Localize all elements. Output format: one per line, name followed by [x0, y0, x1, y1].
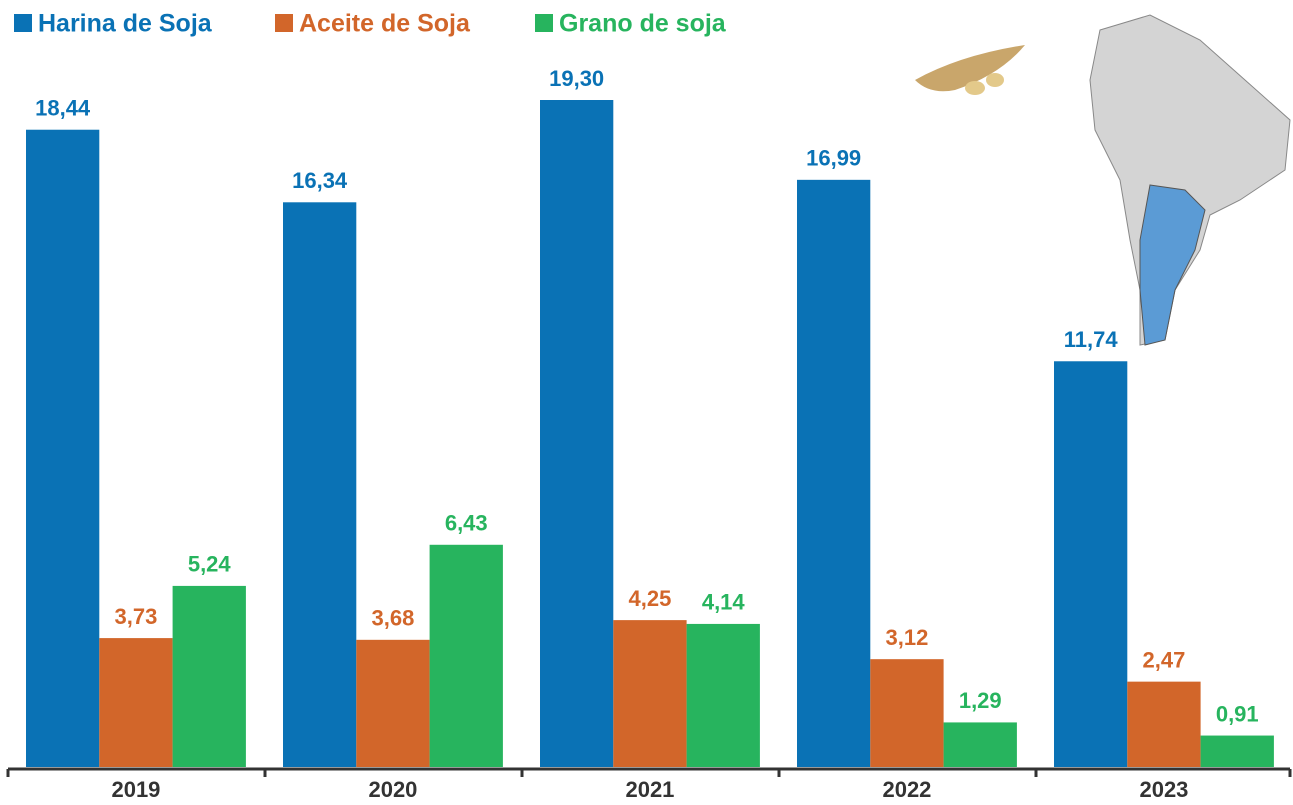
bar [943, 722, 1017, 767]
value-label: 19,30 [549, 66, 604, 91]
value-label: 5,24 [188, 552, 232, 577]
legend-label: Grano de soja [559, 10, 727, 38]
bar [797, 179, 871, 767]
bar [1200, 735, 1274, 767]
value-label: 3,12 [886, 625, 929, 650]
bar [26, 129, 100, 767]
x-tick-label: 2021 [625, 777, 674, 802]
x-tick-label: 2023 [1139, 777, 1188, 802]
bar [429, 544, 503, 767]
bar [686, 623, 760, 767]
bar [613, 620, 687, 767]
legend-label: Harina de Soja [38, 10, 213, 38]
value-label: 2,47 [1143, 647, 1186, 672]
soy-bean [986, 73, 1004, 87]
value-label: 4,25 [629, 586, 672, 611]
bar [172, 585, 246, 767]
x-tick-label: 2020 [368, 777, 417, 802]
bar [1127, 681, 1201, 767]
value-label: 18,44 [35, 96, 91, 121]
legend-swatch [14, 14, 32, 32]
bar [356, 639, 430, 767]
value-label: 16,34 [292, 168, 348, 193]
soy-illustration [915, 45, 1025, 95]
legend-swatch [275, 14, 293, 32]
value-label: 3,68 [372, 606, 415, 631]
value-label: 1,29 [959, 688, 1002, 713]
legend-swatch [535, 14, 553, 32]
value-label: 11,74 [1064, 327, 1119, 352]
bar [1054, 361, 1128, 767]
legend-label: Aceite de Soja [299, 10, 471, 38]
value-label: 0,91 [1216, 701, 1259, 726]
value-label: 6,43 [445, 511, 488, 536]
x-tick-label: 2022 [882, 777, 931, 802]
bar [99, 638, 173, 767]
bar [283, 202, 357, 767]
argentina [1139, 184, 1206, 346]
continent [1089, 14, 1291, 346]
value-label: 4,14 [702, 590, 746, 615]
x-tick-label: 2019 [111, 777, 160, 802]
value-label: 3,73 [115, 604, 158, 629]
value-label: 16,99 [806, 146, 861, 171]
soy-pod [915, 45, 1025, 92]
bar [870, 659, 944, 767]
soy-bean [965, 81, 985, 95]
bar [540, 100, 614, 767]
map-illustration [1089, 14, 1291, 346]
